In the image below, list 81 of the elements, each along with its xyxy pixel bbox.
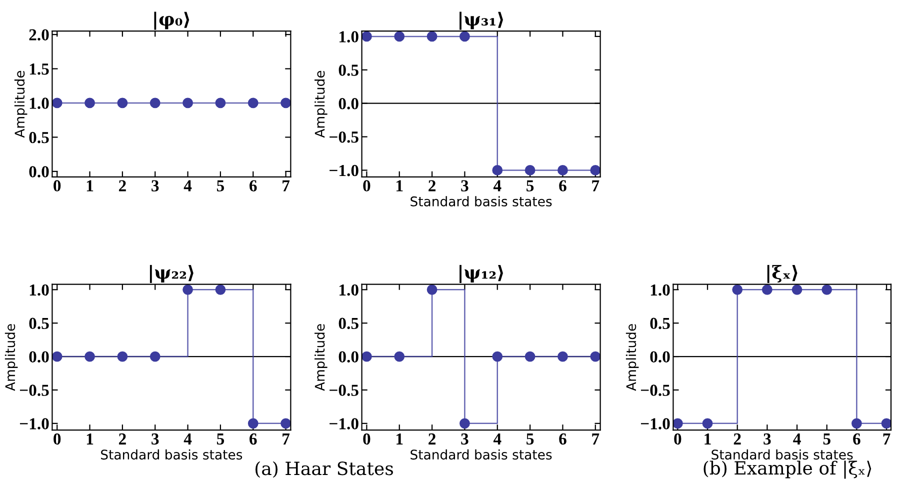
x-tick-label: 0 [674, 433, 682, 445]
y-tick-label: −0.5 [640, 384, 670, 396]
chart-title: |ψ₃₁⟩ [460, 12, 503, 30]
x-tick-label: 6 [853, 433, 860, 445]
y-tick-label: −0.5 [330, 131, 358, 143]
y-axis-title: Amplitude [314, 324, 328, 391]
x-tick-label: 4 [184, 180, 192, 192]
y-tick-label: 0.5 [338, 64, 358, 76]
x-tick-label: 0 [363, 180, 370, 192]
x-tick-label: 3 [461, 180, 468, 192]
x-tick-label: 6 [250, 433, 257, 445]
y-tick-label: 0.0 [29, 351, 49, 363]
x-tick-label: 0 [54, 433, 61, 445]
y-tick-label: −1.0 [640, 418, 670, 430]
y-tick-label: 1.5 [30, 64, 49, 75]
y-tick-label: 0.0 [338, 98, 358, 110]
x-tick-label: 3 [764, 433, 771, 445]
y-tick-label: 0.0 [338, 351, 358, 363]
y-tick-label: 0.5 [338, 318, 358, 330]
x-tick-label: 4 [493, 433, 502, 444]
x-tick-label: 2 [118, 180, 126, 192]
y-tick-label: 0.5 [650, 318, 670, 330]
x-tick-label: 2 [734, 433, 741, 444]
x-axis-title: Standard basis states [410, 449, 552, 460]
y-tick-label: −0.5 [20, 384, 49, 396]
x-tick-label: 3 [152, 180, 159, 192]
text: (a) Haar States [256, 461, 393, 478]
text: (b) Example of |ξₓ⟩ [704, 460, 872, 479]
x-tick-label: 5 [216, 434, 224, 445]
x-tick-label: 6 [559, 433, 566, 445]
x-tick-label: 1 [86, 180, 94, 192]
x-tick-label: 0 [54, 180, 61, 192]
x-tick-label: 2 [118, 433, 126, 444]
y-axis-title: Amplitude [626, 324, 639, 391]
x-axis-title: Standard basis states [101, 449, 242, 460]
y-axis-title: Amplitude [314, 70, 328, 138]
y-tick-label: 1.0 [30, 98, 49, 109]
x-tick-label: 5 [216, 180, 224, 192]
y-tick-label: −0.5 [330, 384, 358, 396]
y-tick-label: 2.0 [29, 29, 49, 41]
x-tick-label: 7 [282, 180, 290, 192]
y-tick-label: −1.0 [330, 418, 358, 430]
y-axis-title: Amplitude [14, 70, 28, 138]
x-tick-label: 2 [428, 180, 436, 192]
x-tick-label: 7 [592, 180, 600, 192]
x-tick-label: 3 [152, 433, 159, 445]
x-tick-label: 2 [428, 433, 436, 444]
x-axis-title: Standard basis states [712, 449, 853, 460]
x-tick-label: 7 [282, 434, 290, 444]
x-tick-label: 7 [883, 434, 890, 444]
x-tick-label: 1 [396, 180, 403, 192]
x-tick-label: 4 [793, 433, 801, 444]
y-tick-label: 0.0 [29, 166, 49, 178]
y-tick-label: 1.0 [340, 284, 358, 296]
y-tick-label: −1.0 [20, 418, 49, 430]
y-tick-label: 0.0 [650, 351, 670, 363]
y-axis-title: Amplitude [4, 324, 18, 391]
x-tick-label: 5 [526, 180, 534, 192]
x-tick-label: 5 [526, 434, 534, 445]
x-tick-label: 6 [559, 180, 566, 192]
x-tick-label: 1 [86, 433, 94, 444]
y-tick-label: 0.5 [29, 318, 49, 330]
x-tick-label: 7 [592, 434, 600, 444]
y-tick-label: 1.0 [650, 284, 670, 296]
x-tick-label: 1 [704, 433, 711, 444]
y-tick-label: 0.5 [29, 132, 49, 144]
x-axis-title: Standard basis states [410, 196, 552, 206]
chart-title: |ψ₂₂⟩ [150, 264, 194, 284]
x-tick-label: 6 [250, 180, 257, 192]
x-tick-label: 4 [184, 433, 192, 444]
x-tick-label: 5 [823, 434, 830, 445]
x-tick-label: 1 [396, 433, 403, 444]
x-tick-label: 0 [363, 433, 370, 445]
y-tick-label: −1.0 [330, 164, 358, 176]
y-tick-label: 1.0 [340, 31, 358, 42]
chart-title: |ψ₁₂⟩ [460, 264, 503, 284]
chart-title: |φ₀⟩ [154, 12, 190, 30]
x-tick-label: 3 [461, 433, 468, 445]
x-tick-label: 4 [493, 180, 502, 192]
y-tick-label: 1.0 [30, 284, 49, 296]
chart-title: |ξₓ⟩ [767, 264, 798, 284]
